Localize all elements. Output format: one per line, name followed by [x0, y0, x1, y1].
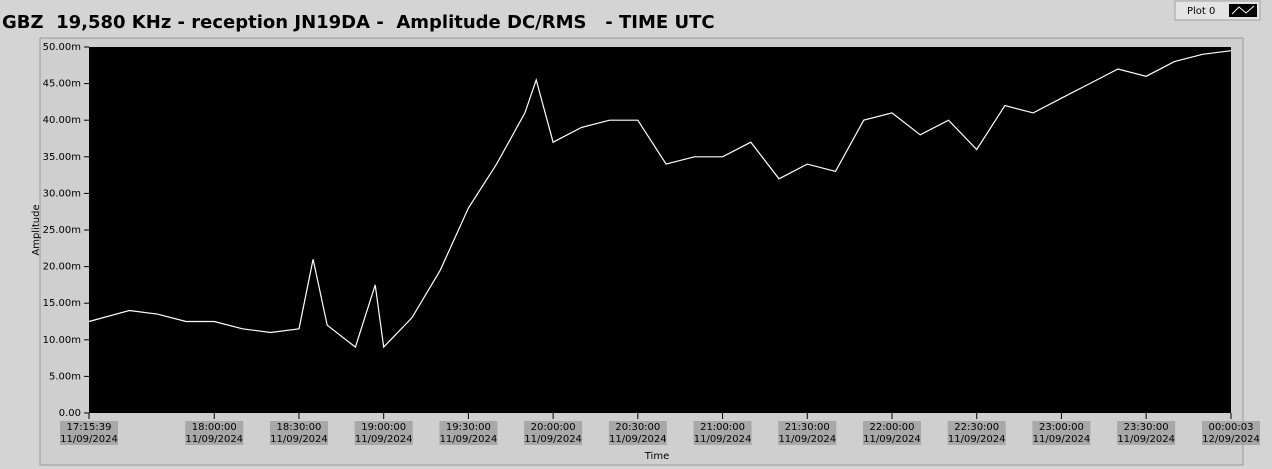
- chart-title: GBZ 19,580 KHz - reception JN19DA - Ampl…: [2, 12, 715, 33]
- y-tick-label: 15.00m: [43, 298, 81, 309]
- x-tick-label: 11/09/2024: [440, 434, 498, 445]
- x-tick-label: 11/09/2024: [609, 434, 667, 445]
- x-tick-label-bg: [1202, 421, 1260, 445]
- legend-line: [1231, 5, 1255, 15]
- x-tick-label: 22:30:00: [954, 422, 999, 433]
- x-tick-label-bg: [862, 421, 921, 445]
- x-tick-label: 21:30:00: [785, 422, 830, 433]
- y-tick-label: 35.00m: [43, 152, 81, 163]
- x-tick-label: 12/09/2024: [1202, 434, 1260, 445]
- x-tick-label: 11/09/2024: [524, 434, 582, 445]
- y-tick-label: 0.00: [59, 408, 81, 419]
- x-tick-label: 11/09/2024: [60, 434, 118, 445]
- y-tick-label: 40.00m: [43, 115, 81, 126]
- x-tick-label-bg: [185, 421, 244, 445]
- x-tick-label: 11/09/2024: [778, 434, 836, 445]
- x-tick-label: 11/09/2024: [694, 434, 752, 445]
- x-tick-label-bg: [693, 421, 752, 445]
- x-tick-label: 11/09/2024: [863, 434, 921, 445]
- y-axis-label: Amplitude: [31, 204, 42, 255]
- x-tick-label-bg: [947, 421, 1006, 445]
- x-tick-label: 18:30:00: [276, 422, 321, 433]
- y-tick-label: 10.00m: [43, 335, 81, 346]
- x-tick-label-bg: [269, 421, 328, 445]
- x-axis-label: Time: [644, 451, 669, 462]
- y-tick-label: 20.00m: [43, 262, 81, 273]
- x-tick-label: 00:00:03: [1209, 422, 1254, 433]
- y-tick-label: 5.00m: [49, 371, 81, 382]
- x-tick-label-bg: [60, 421, 118, 445]
- x-tick-label: 23:00:00: [1039, 422, 1084, 433]
- x-tick-label-bg: [1117, 421, 1176, 445]
- x-tick-label-bg: [354, 421, 413, 445]
- y-tick-label: 45.00m: [43, 79, 81, 90]
- y-tick-label: 50.00m: [43, 42, 81, 53]
- x-tick-label: 11/09/2024: [1033, 434, 1091, 445]
- x-tick-label-bg: [778, 421, 837, 445]
- x-tick-label: 18:00:00: [192, 422, 237, 433]
- x-tick-label-bg: [524, 421, 583, 445]
- x-tick-label: 17:15:39: [67, 422, 112, 433]
- x-tick-label: 11/09/2024: [948, 434, 1006, 445]
- x-tick-label-bg: [439, 421, 498, 445]
- x-tick-label: 11/09/2024: [1117, 434, 1175, 445]
- y-tick-label: 25.00m: [43, 225, 81, 236]
- line: [88, 50, 1232, 349]
- x-tick-label: 22:00:00: [870, 422, 915, 433]
- y-tick-label: 30.00m: [43, 188, 81, 199]
- legend-label: Plot 0: [1187, 6, 1215, 17]
- x-tick-label-bg: [608, 421, 667, 445]
- x-tick-label: 19:00:00: [361, 422, 406, 433]
- plot-area: [89, 47, 1231, 413]
- x-tick-label: 19:30:00: [446, 422, 491, 433]
- x-tick-label: 21:00:00: [700, 422, 745, 433]
- x-tick-label: 20:30:00: [615, 422, 660, 433]
- x-tick-label: 20:00:00: [531, 422, 576, 433]
- x-tick-label-bg: [1032, 421, 1091, 445]
- x-tick-label: 11/09/2024: [185, 434, 243, 445]
- x-tick-label: 11/09/2024: [355, 434, 413, 445]
- x-tick-label: 23:30:00: [1124, 422, 1169, 433]
- x-tick-label: 11/09/2024: [270, 434, 328, 445]
